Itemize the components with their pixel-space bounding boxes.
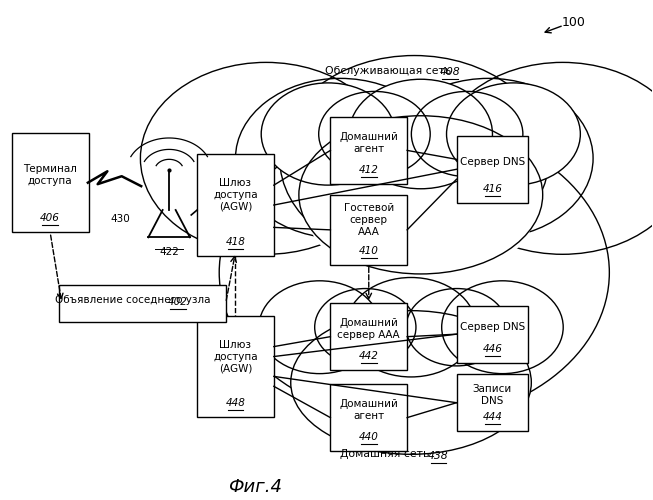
- Text: Записи
DNS: Записи DNS: [473, 384, 512, 406]
- FancyBboxPatch shape: [330, 117, 407, 184]
- FancyBboxPatch shape: [456, 374, 528, 432]
- Text: Терминал
доступа: Терминал доступа: [24, 164, 77, 186]
- Ellipse shape: [299, 116, 543, 274]
- FancyBboxPatch shape: [330, 384, 407, 451]
- Text: 448: 448: [225, 398, 246, 408]
- Circle shape: [236, 78, 445, 238]
- Circle shape: [261, 83, 395, 185]
- FancyBboxPatch shape: [456, 306, 528, 362]
- FancyBboxPatch shape: [12, 133, 89, 232]
- Ellipse shape: [303, 369, 519, 453]
- Text: 440: 440: [359, 432, 379, 442]
- Ellipse shape: [291, 310, 532, 454]
- Text: Шлюз
доступа
(AGW): Шлюз доступа (AGW): [213, 178, 258, 212]
- Text: 422: 422: [159, 248, 179, 258]
- Ellipse shape: [311, 180, 530, 272]
- Text: Сервер DNS: Сервер DNS: [460, 157, 525, 167]
- Circle shape: [406, 288, 507, 366]
- FancyBboxPatch shape: [197, 154, 274, 256]
- Circle shape: [411, 92, 523, 176]
- Text: 438: 438: [428, 451, 449, 461]
- Text: Фиг.4: Фиг.4: [228, 478, 282, 496]
- Text: 446: 446: [483, 344, 502, 354]
- Text: 408: 408: [439, 68, 460, 78]
- Text: Гостевой
сервер
AAA: Гостевой сервер AAA: [343, 204, 394, 236]
- Text: Домашний
агент: Домашний агент: [340, 132, 398, 154]
- Text: Шлюз
доступа
(AGW): Шлюз доступа (AGW): [213, 340, 258, 373]
- Circle shape: [437, 62, 653, 254]
- Ellipse shape: [239, 245, 590, 419]
- Circle shape: [259, 281, 380, 374]
- Text: 406: 406: [40, 214, 60, 224]
- Circle shape: [447, 83, 581, 185]
- Text: 416: 416: [483, 184, 502, 194]
- Text: 430: 430: [110, 214, 130, 224]
- Text: 442: 442: [359, 351, 379, 361]
- Text: 412: 412: [359, 165, 379, 175]
- Text: Сервер DNS: Сервер DNS: [460, 322, 525, 332]
- FancyBboxPatch shape: [456, 136, 528, 203]
- FancyBboxPatch shape: [330, 303, 407, 370]
- Text: Обслуживающая сеть: Обслуживающая сеть: [325, 66, 451, 76]
- Circle shape: [319, 92, 430, 176]
- Circle shape: [140, 62, 392, 254]
- FancyBboxPatch shape: [59, 284, 226, 322]
- Circle shape: [315, 288, 416, 366]
- Circle shape: [384, 78, 593, 238]
- Text: Домашний
агент: Домашний агент: [340, 400, 398, 421]
- Text: Домашний
сервер ААА: Домашний сервер ААА: [338, 318, 400, 340]
- Circle shape: [279, 56, 549, 261]
- Text: 410: 410: [359, 246, 379, 256]
- Circle shape: [349, 79, 492, 189]
- Text: 402: 402: [168, 297, 188, 307]
- Text: 418: 418: [225, 237, 246, 247]
- Text: Объявление соседнего узла: Объявление соседнего узла: [55, 295, 210, 305]
- Circle shape: [346, 278, 476, 377]
- Text: 444: 444: [483, 412, 502, 422]
- Circle shape: [441, 281, 564, 374]
- Ellipse shape: [219, 124, 609, 421]
- Text: 100: 100: [562, 16, 586, 28]
- Text: Домашняя сеть: Домашняя сеть: [340, 450, 430, 460]
- FancyBboxPatch shape: [197, 316, 274, 418]
- FancyBboxPatch shape: [330, 195, 407, 264]
